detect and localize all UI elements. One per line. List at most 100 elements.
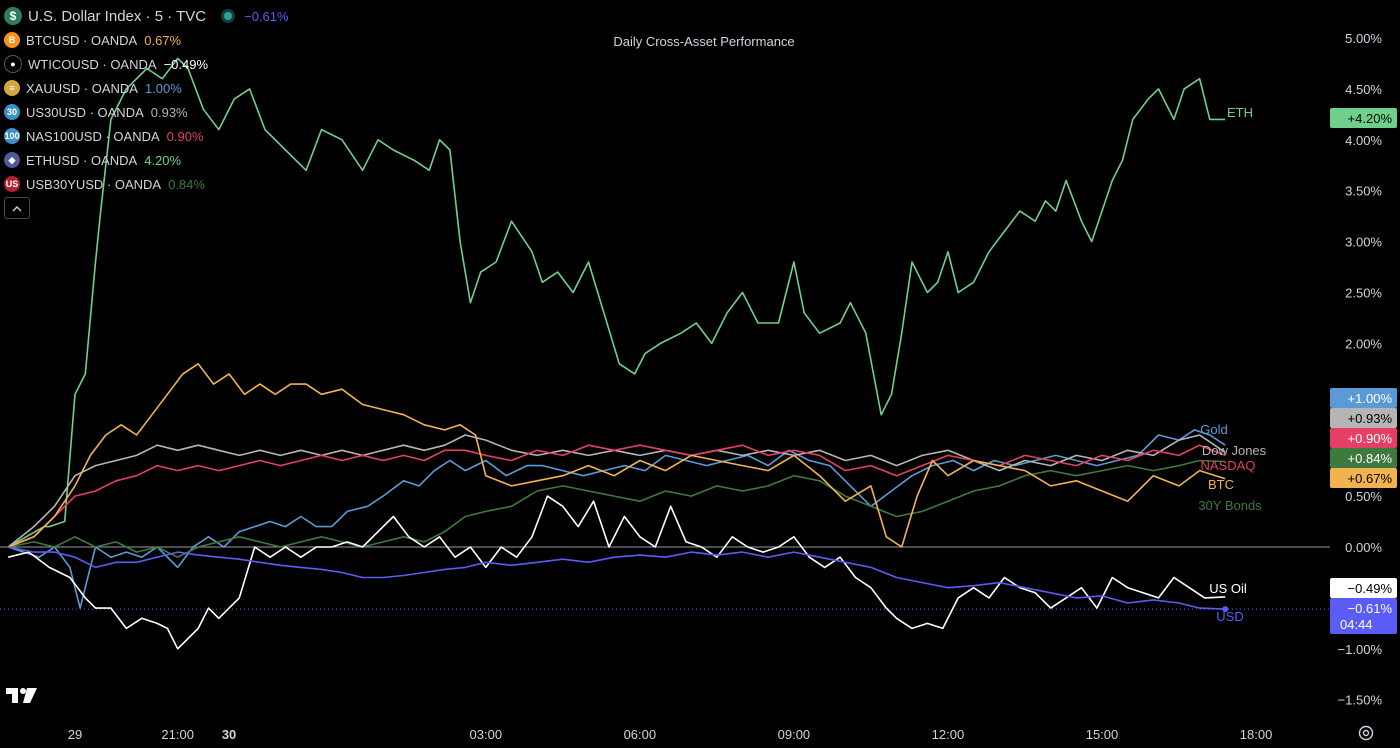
market-open-dot (224, 12, 233, 20)
price-badge-label: +0.84% (1348, 451, 1393, 466)
series-line-usd (8, 546, 1226, 610)
series-line-nasdaq (7, 444, 1226, 548)
y-tick-label: 0.00% (1345, 540, 1382, 555)
price-badge-label: +4.20% (1348, 111, 1393, 126)
chevron-up-icon (12, 201, 22, 215)
y-tick-label: −1.50% (1338, 693, 1383, 708)
legend-value: 0.93% (150, 104, 188, 120)
price-badge (1330, 578, 1397, 598)
price-badge-label: −0.49% (1348, 581, 1393, 596)
price-badges: +4.20% +1.00% +0.93% +0.90% +0.84% +0.67% −0.4… (1330, 108, 1397, 634)
y-tick-label: 2.00% (1345, 336, 1382, 351)
symbol-logo-icon: 100 (4, 128, 20, 144)
legend-value: 0.84% (168, 176, 205, 192)
price-badge-label: +0.93% (1348, 411, 1393, 426)
series-line-gold (7, 429, 1226, 609)
series-name-label: BTC (1208, 477, 1234, 492)
legend-value: 0.67% (144, 32, 182, 48)
legend-row[interactable]: B BTCUSD · OANDA 0.67% (4, 28, 289, 52)
series-line-us-oil (8, 495, 1226, 650)
x-axis[interactable]: 29 21:00 30 03:00 06:00 09:00 12:00 15:00 18:00 (68, 727, 1273, 742)
price-badge (1330, 598, 1397, 634)
x-tick-label: 12:00 (932, 727, 965, 742)
series-name-label: ETH (1227, 105, 1253, 120)
y-tick-label: 2.50% (1345, 286, 1382, 301)
price-badge (1330, 408, 1397, 428)
legend-row[interactable]: ≡ XAUUSD · OANDA 1.00% (4, 76, 289, 100)
y-tick-label: 3.00% (1345, 235, 1382, 250)
y-tick-label: 3.50% (1345, 184, 1382, 199)
series-line-30y-bonds (8, 459, 1226, 559)
legend-value: 0.90% (166, 128, 204, 144)
series-name-label: 30Y Bonds (1198, 498, 1262, 513)
symbol-logo-icon: ◆ (4, 152, 20, 168)
tradingview-logo-icon (6, 688, 37, 703)
series-name-label: Dow Jones (1202, 443, 1267, 458)
legend: $ U.S. Dollar Index · 5 · TVC −0.61% B BT… (4, 4, 289, 196)
legend-symbol: NAS100USD · OANDA (26, 128, 160, 144)
chart-title: Daily Cross-Asset Performance (613, 34, 794, 49)
y-tick-label: 5.00% (1345, 31, 1382, 46)
bar-countdown: 04:44 (1340, 617, 1373, 632)
price-badge (1330, 468, 1397, 488)
x-tick-label: 18:00 (1240, 727, 1273, 742)
series-line-btc (7, 362, 1226, 548)
price-badge-label: +0.90% (1348, 431, 1393, 446)
series-line-eth (7, 57, 1226, 548)
usd-last-point (1222, 606, 1229, 613)
x-tick-label: 29 (68, 727, 82, 742)
main-change-value: −0.61% (244, 8, 289, 24)
price-badge-label: −0.61% (1348, 601, 1393, 616)
x-tick-label: 15:00 (1086, 727, 1119, 742)
legend-row[interactable]: 30 US30USD · OANDA 0.93% (4, 100, 289, 124)
tradingview-logo[interactable] (6, 686, 38, 709)
legend-symbol: BTCUSD · OANDA (26, 32, 138, 48)
x-tick-label: 03:00 (470, 727, 503, 742)
zero-line-layer (0, 546, 1330, 610)
series-name-label: US Oil (1209, 581, 1247, 596)
dollar-icon: $ (4, 7, 22, 25)
symbol-logo-icon: US (4, 176, 20, 192)
settings-gear-icon[interactable] (1357, 724, 1377, 744)
symbol-logo-icon: 30 (4, 104, 20, 120)
legend-row[interactable]: 100 NAS100USD · OANDA 0.90% (4, 124, 289, 148)
symbol-logo-icon: ≡ (4, 80, 20, 96)
x-tick-label: 21:00 (161, 727, 194, 742)
legend-value: −0.49% (163, 56, 209, 72)
legend-symbol: US30USD · OANDA (26, 104, 144, 120)
x-tick-label: 06:00 (624, 727, 657, 742)
x-tick-label: 09:00 (778, 727, 811, 742)
series-name-label: Gold (1200, 422, 1227, 437)
price-badge (1330, 428, 1397, 448)
x-tick-label: 30 (222, 727, 236, 742)
y-axis[interactable]: 5.00% 4.50% 4.00% 3.50% 3.00% 2.50% 2.00% 0.50%… (1338, 31, 1383, 708)
series-name-label: USD (1216, 609, 1243, 624)
price-badge-label: +0.67% (1348, 471, 1393, 486)
y-tick-label: 0.50% (1345, 489, 1382, 504)
legend-row[interactable]: US USB30YUSD · OANDA 0.84% (4, 172, 289, 196)
symbol-logo-icon: ● (4, 55, 22, 73)
legend-value: 4.20% (144, 152, 182, 168)
legend-symbol: WTICOUSD · OANDA (28, 56, 157, 72)
price-badge (1330, 448, 1397, 468)
legend-value: 1.00% (144, 80, 182, 96)
legend-symbol: XAUUSD · OANDA (26, 80, 138, 96)
price-badge (1330, 388, 1397, 408)
y-tick-label: 4.50% (1345, 82, 1382, 97)
price-badge (1330, 108, 1397, 128)
main-symbol-label: U.S. Dollar Index · 5 · TVC (28, 7, 207, 25)
symbol-logo-icon: B (4, 32, 20, 48)
collapse-legend-button[interactable] (4, 197, 30, 219)
legend-row[interactable]: ◆ ETHUSD · OANDA 4.20% (4, 148, 289, 172)
legend-symbol: USB30YUSD · OANDA (26, 176, 162, 192)
price-badge-label: +1.00% (1348, 391, 1393, 406)
y-tick-label: 4.00% (1345, 133, 1382, 148)
legend-row[interactable]: ● WTICOUSD · OANDA −0.49% (4, 52, 289, 76)
series-name-label: NASDAQ (1201, 458, 1256, 473)
main-symbol-row[interactable]: $ U.S. Dollar Index · 5 · TVC −0.61% (4, 4, 289, 28)
legend-symbol: ETHUSD · OANDA (26, 152, 138, 168)
y-tick-label: −1.00% (1338, 642, 1383, 657)
series-layer (7, 57, 1229, 650)
